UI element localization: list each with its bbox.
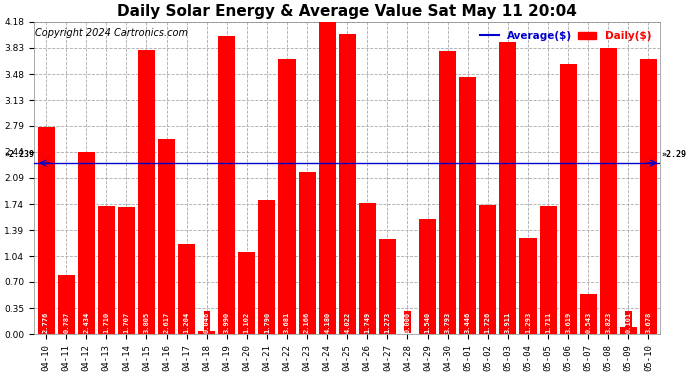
Bar [640,59,657,334]
Bar [198,331,215,334]
Legend: Average($), Daily($): Average($), Daily($) [476,27,656,45]
Bar [459,76,476,334]
Bar [520,238,537,334]
Text: »2.239: »2.239 [4,150,34,159]
Text: 1.102: 1.102 [244,312,250,333]
Bar [78,152,95,334]
Text: 0.543: 0.543 [585,312,591,333]
Text: 1.710: 1.710 [104,312,109,333]
Bar [279,59,295,334]
Bar [218,36,235,334]
Bar [258,200,275,334]
Text: »2.29: »2.29 [661,150,686,159]
Bar [37,127,55,334]
Text: 3.990: 3.990 [224,312,230,333]
Text: 1.711: 1.711 [545,312,551,333]
Text: 3.805: 3.805 [144,312,150,333]
Bar [359,204,376,334]
Bar [560,64,577,334]
Text: 2.776: 2.776 [43,312,49,333]
Text: 3.681: 3.681 [284,312,290,333]
Text: 1.273: 1.273 [384,312,391,333]
Title: Daily Solar Energy & Average Value Sat May 11 20:04: Daily Solar Energy & Average Value Sat M… [117,4,578,19]
Bar [379,239,396,334]
Text: 0.787: 0.787 [63,312,69,333]
Text: 1.749: 1.749 [364,312,371,333]
Bar [600,48,617,334]
Bar [238,252,255,334]
Text: Copyright 2024 Cartronics.com: Copyright 2024 Cartronics.com [35,28,188,38]
Text: 0.046: 0.046 [204,312,210,333]
Bar [439,51,456,334]
Text: 1.707: 1.707 [124,312,130,333]
Bar [339,33,356,334]
Text: 3.678: 3.678 [645,312,651,333]
Bar [500,42,516,334]
Bar [138,50,155,334]
Bar [419,219,436,334]
Text: 3.619: 3.619 [565,312,571,333]
Text: 1.726: 1.726 [485,312,491,333]
Bar [620,327,637,334]
Text: 3.446: 3.446 [465,312,471,333]
Bar [178,244,195,334]
Text: 1.790: 1.790 [264,312,270,333]
Text: 2.617: 2.617 [164,312,170,333]
Text: 0.000: 0.000 [404,312,411,333]
Bar [580,294,597,334]
Bar [540,206,557,334]
Text: 3.911: 3.911 [505,312,511,333]
Text: 2.434: 2.434 [83,312,89,333]
Text: 3.823: 3.823 [605,312,611,333]
Text: 3.793: 3.793 [444,312,451,333]
Text: 2.166: 2.166 [304,312,310,333]
Text: 4.180: 4.180 [324,312,331,333]
Bar [299,172,315,334]
Bar [57,275,75,334]
Text: 0.101: 0.101 [625,312,631,333]
Text: 1.204: 1.204 [184,312,190,333]
Text: 1.293: 1.293 [525,312,531,333]
Bar [118,207,135,334]
Bar [98,206,115,334]
Bar [319,22,336,334]
Bar [480,205,496,334]
Text: 4.022: 4.022 [344,312,351,333]
Bar [158,139,175,334]
Text: 1.540: 1.540 [424,312,431,333]
